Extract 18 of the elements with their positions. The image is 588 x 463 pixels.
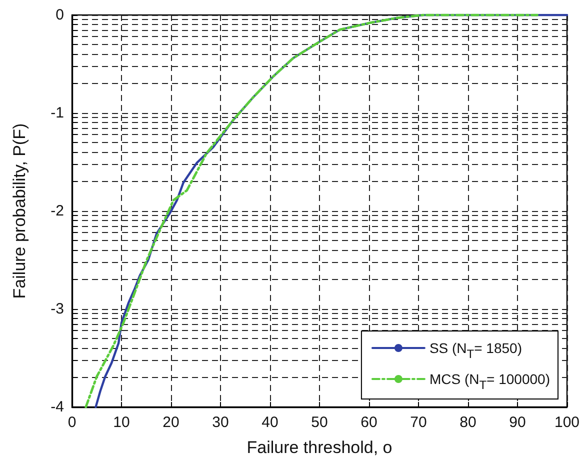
x-tick-label: 60 xyxy=(360,414,378,431)
y-tick-label: -4 xyxy=(50,398,64,416)
y-tick-label: -1 xyxy=(50,104,64,122)
y-tick-label: -3 xyxy=(50,300,64,318)
x-tick-label: 90 xyxy=(509,414,526,431)
y-tick-label: -2 xyxy=(50,202,64,220)
x-tick-label: 50 xyxy=(311,414,328,431)
x-tick-label: 40 xyxy=(262,414,278,431)
x-tick-label: 70 xyxy=(410,414,427,431)
x-tick-label: 80 xyxy=(460,414,476,431)
x-axis-title: Failure threshold, o xyxy=(246,438,392,457)
x-tick-label: 0 xyxy=(68,414,76,431)
x-tick-label: 100 xyxy=(554,414,580,431)
y-tick-label: 0 xyxy=(56,6,64,24)
y-axis-title: Failure probability, P(F) xyxy=(10,123,29,299)
x-tick-label: 30 xyxy=(212,414,229,431)
x-tick-label: 20 xyxy=(162,414,180,431)
x-tick-label: 10 xyxy=(113,414,130,431)
